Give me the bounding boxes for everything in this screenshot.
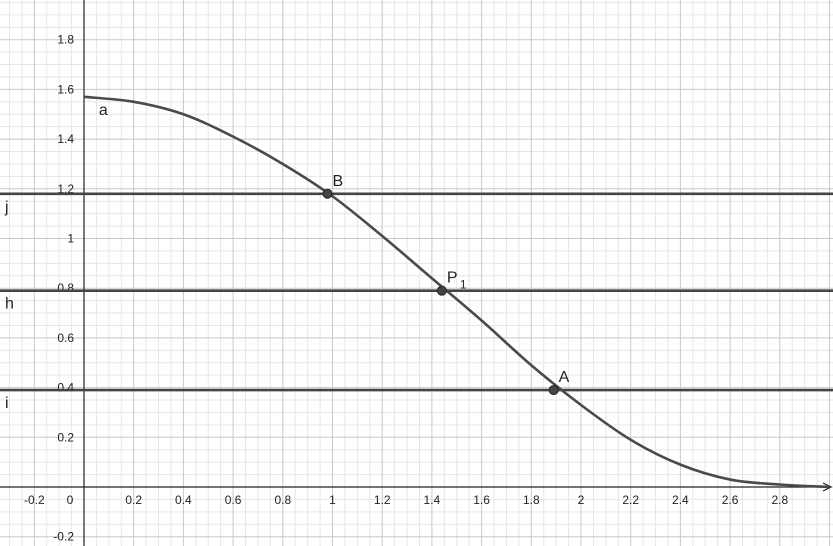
point-A <box>548 385 559 396</box>
y-tick-label: 0.4 <box>57 381 74 395</box>
y-tick-label: 1 <box>67 232 74 246</box>
point-B <box>322 188 333 199</box>
x-tick-label: 2.8 <box>771 493 788 507</box>
line-label-h: h <box>5 296 14 313</box>
x-tick-label: 1.6 <box>473 493 490 507</box>
y-tick-label: -0.2 <box>53 530 74 544</box>
horizontal-lines <box>0 192 833 392</box>
tick-labels: -0.2 0.2 0.4 0.6 0.8 1 1.2 1.4 1.6 1.8 2 2.2 2.4 2.6 2… <box>24 33 789 544</box>
x-tick-label: 1.2 <box>374 493 391 507</box>
x-tick-label: 2 <box>578 493 585 507</box>
y-tick-label: 0.8 <box>57 281 74 295</box>
y-tick-label: 1.8 <box>57 33 74 47</box>
x-tick-label: 0.6 <box>225 493 242 507</box>
y-tick-label: 1.6 <box>57 82 74 96</box>
point-label-A: A <box>559 369 570 386</box>
x-tick-label: 1.8 <box>523 493 540 507</box>
x-tick-label: -0.2 <box>24 493 45 507</box>
x-tick-label: 2.4 <box>672 493 689 507</box>
line-label-j: j <box>4 199 9 216</box>
x-tick-label: 2.6 <box>722 493 739 507</box>
curve-label-a: a <box>99 102 108 119</box>
line-label-i: i <box>5 395 9 412</box>
origin-label: 0 <box>67 493 74 507</box>
x-tick-label: 0.4 <box>175 493 192 507</box>
x-tick-label: 0.2 <box>125 493 142 507</box>
curve-a <box>83 95 830 489</box>
y-tick-label: 0.6 <box>57 331 74 345</box>
point-P1 <box>436 285 447 296</box>
curve-group <box>83 95 830 489</box>
point-label-B: B <box>333 173 344 190</box>
x-axis-arrow <box>822 482 833 492</box>
points-group <box>322 188 559 396</box>
x-tick-label: 0.8 <box>274 493 291 507</box>
y-tick-label: 1.4 <box>57 132 74 146</box>
y-tick-label: 0.2 <box>57 430 74 444</box>
x-tick-label: 1 <box>329 493 336 507</box>
y-tick-label: 1.2 <box>57 182 74 196</box>
x-tick-label: 1.4 <box>424 493 441 507</box>
point-label-P1: P <box>447 270 458 287</box>
point-label-subscript: 1 <box>460 278 467 292</box>
x-tick-label: 2.2 <box>622 493 639 507</box>
